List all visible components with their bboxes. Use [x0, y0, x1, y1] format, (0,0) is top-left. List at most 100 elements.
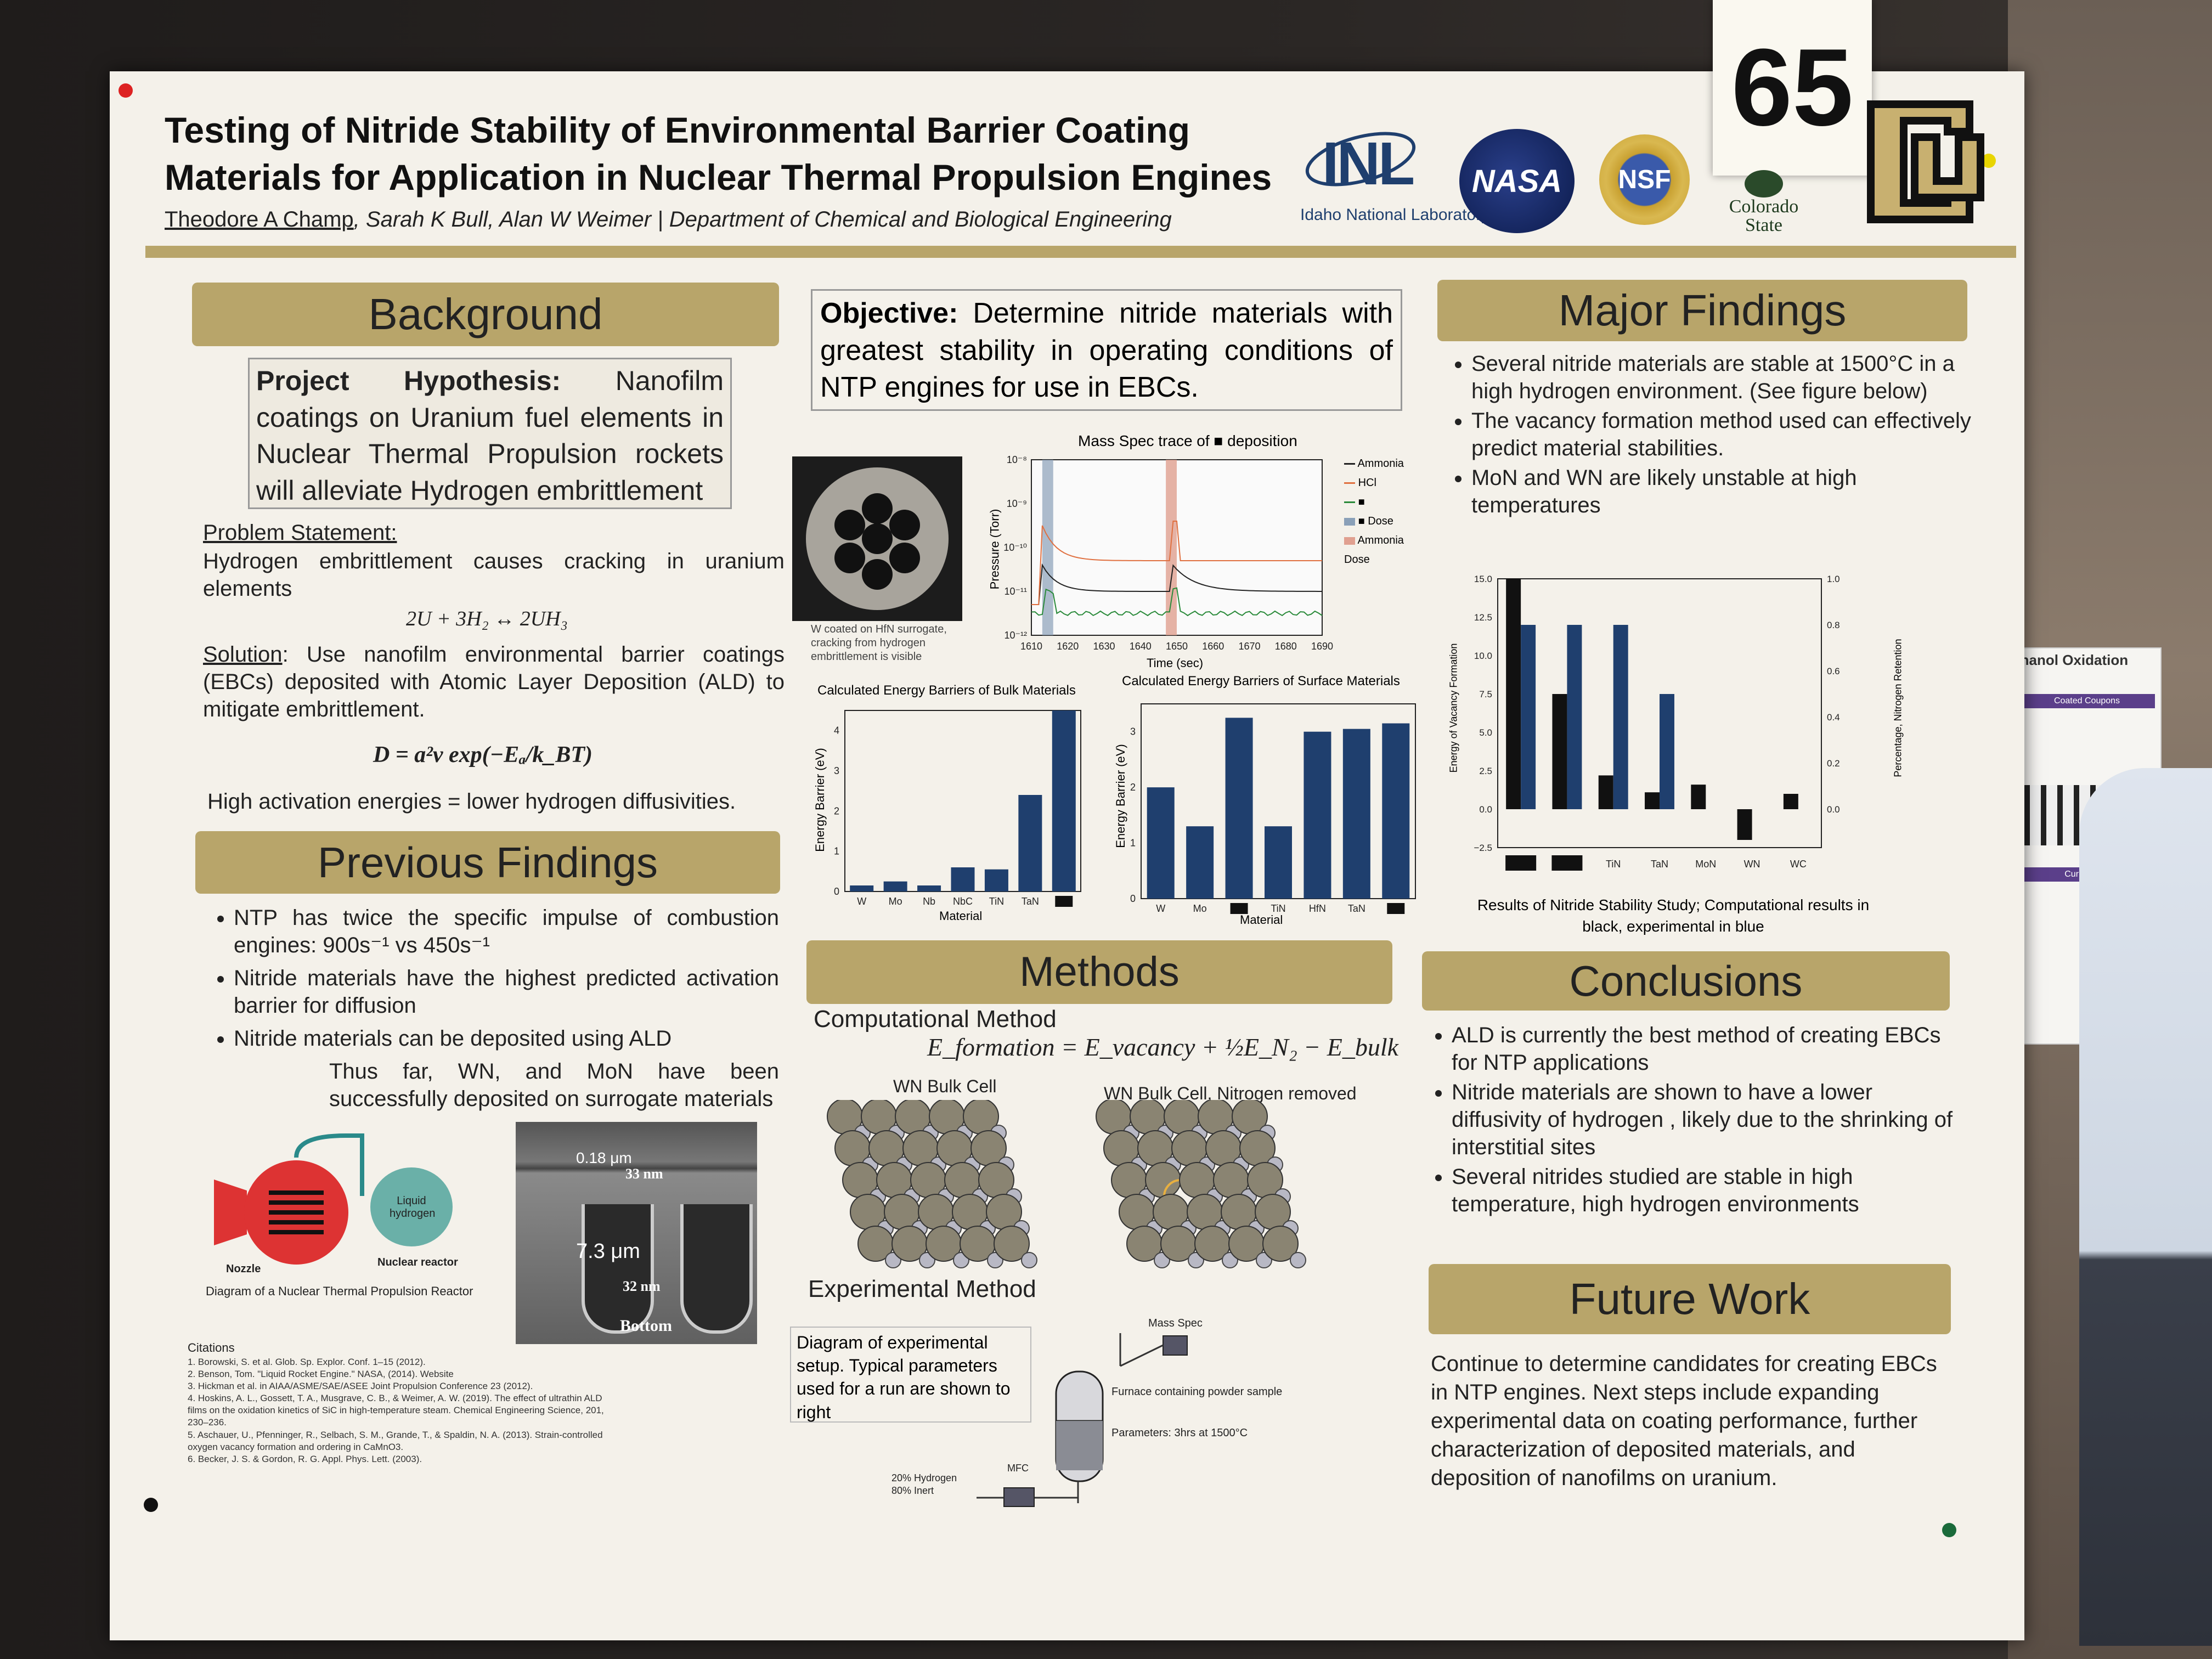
surface-masked-label [1230, 903, 1248, 914]
solution-label: Solution [203, 642, 283, 667]
solution-body: : Use nanofilm environmental barrier coa… [203, 642, 785, 721]
cu-logo-graphic [1867, 100, 1984, 223]
tungsten-atom [1262, 1226, 1299, 1262]
problem-text: Hydrogen embrittlement causes cracking i… [203, 549, 785, 601]
stability-computed-bar [1737, 809, 1752, 840]
major-item-2: The vacancy formation method used can ef… [1471, 407, 1975, 462]
surface-chart-plot: W Mo TiN HfN TaN 0 1 2 3 [1130, 703, 1416, 914]
surface-ytick: 1 [1130, 838, 1136, 849]
micrograph-graphic [806, 467, 949, 610]
mass-spec-legend: Ammonia HCl ■ ■ Dose Ammonia Dose [1344, 454, 1421, 569]
stability-tick-label: TaN [1651, 859, 1668, 870]
surface-ytick: 3 [1130, 726, 1136, 737]
surface-chart-ylabel: Energy Barrier (eV) [1113, 744, 1127, 848]
reactor-nozzle-label: Nozzle [226, 1263, 261, 1275]
mfc-label: MFC [1007, 1463, 1029, 1474]
stability-tick-label: WC [1790, 859, 1807, 870]
sem-label-3: 7.3 μm [576, 1240, 640, 1263]
stability-computed-bar [1598, 775, 1613, 809]
stability-ytick: 12.5 [1474, 612, 1492, 623]
stability-chart: TiN TaN MoN WN WC 15.0 12.5 10.0 7.5 5.0 2.5 0.0 −2.… [1448, 565, 1942, 938]
inl-logo: INL Idaho National Laboratory [1300, 118, 1489, 228]
major-findings-header: Major Findings [1437, 280, 1967, 341]
mass-spec-ytick: 10⁻⁹ [1007, 498, 1027, 509]
conclusions-header: Conclusions [1422, 951, 1950, 1011]
reactor-liquid-label: Liquid hydrogen [390, 1195, 436, 1220]
mass-spec-title: Mass Spec trace of ■ deposition [1078, 432, 1297, 449]
micrograph-caption: W coated on HfN surrogate, cracking from… [811, 623, 947, 663]
micrograph [792, 456, 962, 621]
atomic-cells [827, 1100, 1306, 1268]
bulk-ytick: 4 [834, 725, 839, 736]
mass-spec-chart: Mass Spec trace of ■ deposition 1610 1620… [982, 432, 1421, 674]
bulk-bar [850, 885, 874, 891]
stability-ytick2: 0.2 [1827, 758, 1840, 769]
mass-spec-xtick: 1660 [1202, 641, 1224, 652]
mass-spec-label: Mass Spec [1148, 1317, 1203, 1329]
sem-trench-1 [582, 1204, 654, 1334]
precursor-trace [1031, 587, 1323, 617]
mass-spec-plot: 1610 1620 1630 1640 1650 1660 1670 1680 1690 10⁻⁸… [1003, 454, 1333, 652]
previous-item-1: NTP has twice the specific impulse of co… [234, 904, 779, 959]
gas-label: 20% Hydrogen 80% Inert [891, 1472, 957, 1496]
citation-6: 6. Becker, J. S. & Gordon, R. G. Appl. P… [188, 1453, 422, 1464]
stability-tick-label: TiN [1606, 859, 1621, 870]
title-line-1: Testing of Nitride Stability of Environm… [165, 110, 1190, 150]
inl-logo-graphic [1305, 132, 1416, 187]
citations-header: Citations [188, 1341, 235, 1355]
nsf-logo: NSF [1599, 134, 1690, 225]
surface-bar [1342, 729, 1370, 899]
legend-precursor-dose: ■ Dose [1344, 512, 1421, 531]
stability-ytick2: 0.8 [1827, 620, 1840, 630]
furnace-label: Furnace containing powder sample [1111, 1386, 1283, 1398]
lead-author: Theodore A Champ [165, 207, 354, 232]
stability-ytick: 0.0 [1479, 804, 1492, 815]
citation-4: 4. Hoskins, A. L., Gossett, T. A., Musgr… [188, 1393, 604, 1428]
sem-label-1: 0.18 μm [576, 1149, 632, 1166]
mass-spec-ytick: 10⁻¹⁰ [1003, 542, 1027, 553]
surface-chart-xlabel: Material [1240, 913, 1283, 927]
surface-bar [1382, 723, 1410, 899]
stability-experimental-bar [1613, 625, 1628, 809]
bulk-bar [883, 881, 907, 891]
mass-spec-ytick: 10⁻¹¹ [1004, 586, 1027, 597]
reaction-equation: 2U + 3H₂ ↔ 2UH₃ [406, 607, 568, 630]
stability-masked-label [1551, 855, 1583, 871]
diffusion-equation: D = a²v exp(−Eₐ/k_BT) [373, 742, 592, 768]
bulk-ytick: 3 [834, 765, 839, 776]
pin-top-left [119, 83, 133, 98]
bulk-bar [984, 869, 1008, 891]
reactor-diagram: Liquid hydrogen Nozzle Nuclear reactor [203, 1114, 461, 1278]
nasa-logo: NASA [1459, 129, 1575, 233]
stability-computed-bar [1552, 694, 1567, 809]
stability-ytick: 2.5 [1479, 766, 1492, 776]
mass-spec-ylabel: Pressure (Torr) [988, 509, 1002, 590]
sem-trench-2 [680, 1204, 753, 1334]
exp-caption-box: Diagram of experimental setup. Typical p… [790, 1327, 1031, 1423]
surface-barrier-chart: Calculated Energy Barriers of Surface Ma… [1103, 674, 1432, 932]
inl-logo-subtitle: Idaho National Laboratory [1300, 206, 1490, 224]
citation-2: 2. Benson, Tom. "Liquid Rocket Engine." … [188, 1369, 454, 1380]
stability-computed-bar [1645, 792, 1660, 809]
conclusion-item-2: Nitride materials are shown to have a lo… [1452, 1079, 1964, 1161]
stability-tick-label: WN [1744, 859, 1760, 870]
cu-logo [1854, 82, 1991, 241]
surface-ytick: 2 [1130, 782, 1136, 793]
surface-tick-label: TiN [1271, 903, 1285, 914]
experimental-method-label: Experimental Method [808, 1276, 1036, 1302]
bulk-tick-label: Mo [889, 896, 902, 907]
surface-tick-label: HfN [1309, 903, 1326, 914]
problem-label: Problem Statement: [203, 521, 397, 545]
objective-box: Objective: Determine nitride materials w… [811, 289, 1402, 411]
stability-ytick2: 0.6 [1827, 666, 1840, 676]
title-rule [145, 246, 2016, 258]
hypothesis-text: Nanofilm coatings on Uranium fuel elemen… [256, 365, 724, 506]
nsf-logo-text: NSF [1618, 165, 1671, 194]
stability-experimental-bar [1567, 625, 1582, 809]
major-item-3: MoN and WN are likely unstable at high t… [1471, 464, 1975, 519]
person-silhouette [2079, 768, 2212, 1646]
stability-frame [1497, 578, 1822, 848]
conclusions-list: ALD is currently the best method of crea… [1426, 1022, 1964, 1223]
csu-logo-seal [1745, 170, 1783, 198]
legend-ammonia: Ammonia [1344, 454, 1421, 473]
